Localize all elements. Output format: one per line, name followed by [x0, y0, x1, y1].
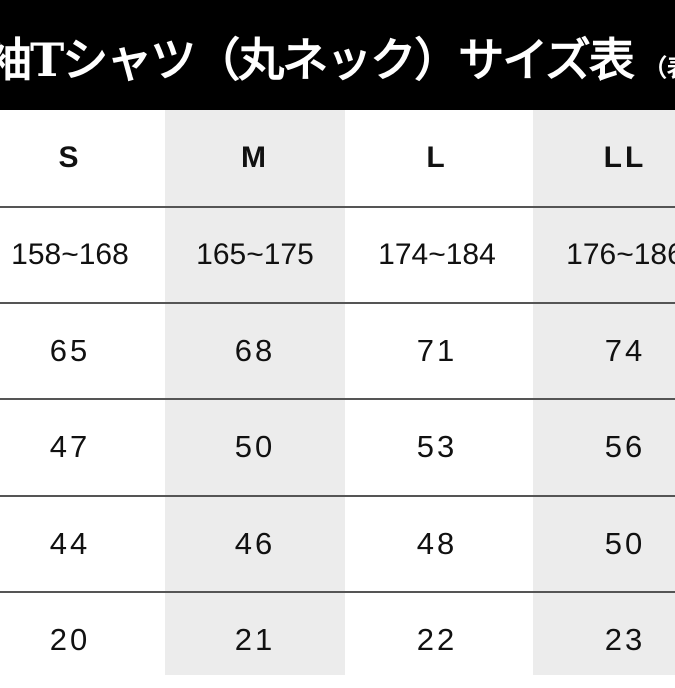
column-header: S: [58, 141, 82, 174]
chart-title: 袖Tシャツ（丸ネック）サイズ表（表記：c: [0, 24, 675, 90]
table-cell: 22: [416, 622, 458, 657]
table-cell: 47: [49, 429, 91, 464]
column-header: LL: [603, 141, 647, 174]
table-cell: 20: [49, 622, 91, 657]
table-cell: 65: [49, 333, 91, 368]
table-cell: 165~175: [196, 238, 314, 271]
row-divider: [0, 398, 675, 400]
column-ll: [533, 110, 675, 675]
table-cell: 176~186: [566, 238, 675, 271]
column-m: [165, 110, 345, 675]
table-cell: 68: [234, 333, 276, 368]
table-cell: 174~184: [378, 238, 496, 271]
row-divider: [0, 206, 675, 208]
table-cell: 53: [416, 429, 458, 464]
table-cell: 56: [604, 429, 646, 464]
table-cell: 46: [234, 526, 276, 561]
row-divider: [0, 302, 675, 304]
table-cell: 50: [604, 526, 646, 561]
title-text: 袖Tシャツ（丸ネック）サイズ表: [0, 33, 635, 87]
table-cell: 21: [234, 622, 276, 657]
table-cell: 23: [604, 622, 646, 657]
table-cell: 71: [416, 333, 458, 368]
table-cell: 44: [49, 526, 91, 561]
row-divider: [0, 591, 675, 593]
column-header: M: [241, 141, 269, 174]
table-cell: 48: [416, 526, 458, 561]
table-cell: 74: [604, 333, 646, 368]
table-cell: 158~168: [11, 238, 129, 271]
row-divider: [0, 495, 675, 497]
table-cell: 50: [234, 429, 276, 464]
notation-note: （表記：c: [642, 53, 675, 82]
title-banner: 袖Tシャツ（丸ネック）サイズ表（表記：c: [0, 0, 675, 110]
column-header: L: [426, 141, 448, 174]
